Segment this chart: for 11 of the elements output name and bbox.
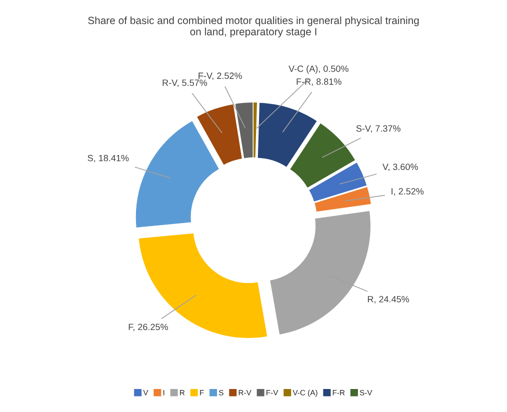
data-label: R-V, 5.57%	[162, 80, 208, 87]
data-label: F-R, 8.81%	[296, 78, 342, 86]
data-label: F-V, 2.52%	[198, 72, 242, 80]
data-label: I, 2.52%	[392, 188, 424, 196]
data-label: V, 3.60%	[382, 164, 418, 172]
data-label: S-V, 7.37%	[356, 125, 400, 133]
data-label: R, 24.45%	[368, 296, 410, 304]
data-label: F, 26.25%	[128, 324, 168, 332]
data-label: S, 18.41%	[88, 154, 129, 162]
chart-title: Share of basic and combined motor qualities in general physical training on land, preparatory stage I	[88, 16, 419, 38]
data-label: V-C (A), 0.50%	[288, 65, 348, 74]
